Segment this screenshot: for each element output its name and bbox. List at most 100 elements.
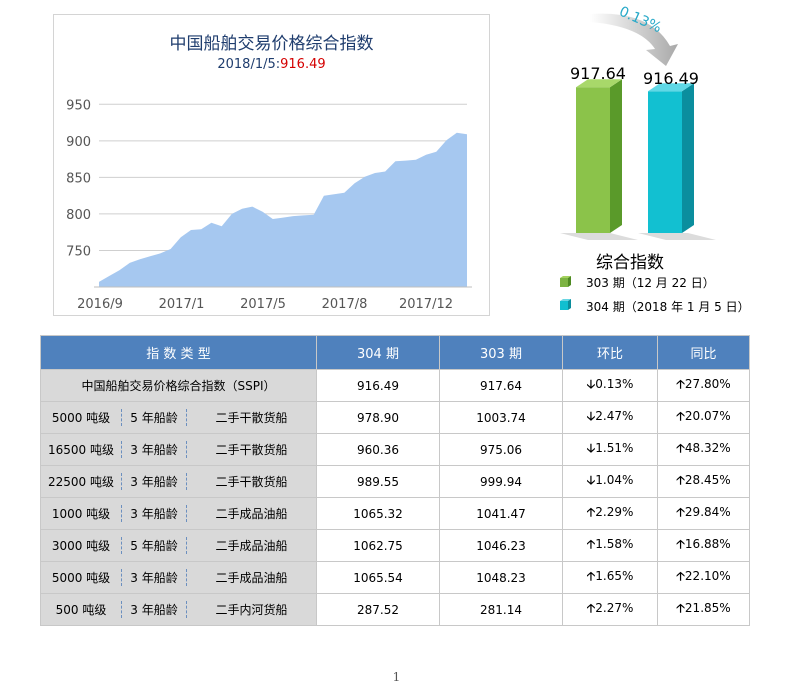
mom-value: 1.65% bbox=[595, 569, 634, 583]
ship-kind-label: 二手干散货船 bbox=[215, 411, 288, 425]
tonnage-label: 5000 吨级 bbox=[41, 409, 122, 426]
value-304-cell: 960.36 bbox=[316, 433, 440, 466]
legend-icon-cyan bbox=[560, 299, 571, 310]
age-label: 5 年船龄 bbox=[122, 537, 187, 554]
x-tick-label: 2017/12 bbox=[399, 297, 453, 312]
mom-cell: 🡡1.65% bbox=[562, 561, 658, 594]
bar-top bbox=[648, 83, 694, 92]
mom-value: 2.29% bbox=[595, 505, 634, 519]
bar-base-shadow bbox=[560, 233, 638, 240]
yoy-value: 48.32% bbox=[684, 441, 731, 455]
x-tick-label: 2017/1 bbox=[159, 297, 205, 312]
mom-value: 0.13% bbox=[595, 377, 634, 391]
mom-value: 1.51% bbox=[595, 441, 634, 455]
table-row: 5000 吨级 3 年船龄 二手成品油船 1065.54 1048.23 🡡1.65… bbox=[40, 561, 750, 594]
value-304-cell: 916.49 bbox=[316, 369, 440, 402]
value-304-cell: 1065.32 bbox=[316, 497, 440, 530]
yoy-value: 16.88% bbox=[684, 537, 731, 551]
chart-subtitle: 2018/1/5:916.49 bbox=[54, 57, 489, 72]
yoy-cell: 🡡21.85% bbox=[657, 593, 750, 626]
header-304: 304 期 bbox=[316, 335, 440, 370]
bar-chart bbox=[560, 13, 716, 240]
mom-cell: 🡡2.27% bbox=[562, 593, 658, 626]
x-tick-label: 2016/9 bbox=[77, 297, 123, 312]
value-304-cell: 989.55 bbox=[316, 465, 440, 498]
yoy-cell: 🡡48.32% bbox=[657, 433, 750, 466]
page-number: 1 bbox=[392, 670, 401, 684]
change-arrow-icon bbox=[590, 13, 678, 67]
ship-kind-label: 二手成品油船 bbox=[215, 571, 288, 585]
legend-item-303: 303 期（12 月 22 日） bbox=[586, 276, 715, 290]
age-label: 3 年船龄 bbox=[122, 473, 187, 490]
arrow-up-icon: 🡡 bbox=[676, 377, 685, 391]
value-303-cell: 281.14 bbox=[439, 593, 563, 626]
arrow-down-icon: 🡣 bbox=[586, 473, 596, 487]
table-row: 5000 吨级 5 年船龄 二手干散货船 978.90 1003.74 🡣2.47%… bbox=[40, 401, 750, 434]
mom-cell: 🡣0.13% bbox=[562, 369, 658, 402]
y-tick-label: 750 bbox=[66, 244, 91, 259]
yoy-value: 27.80% bbox=[684, 377, 731, 391]
tonnage-label: 1000 吨级 bbox=[41, 505, 122, 522]
mom-value: 1.58% bbox=[595, 537, 634, 551]
arrow-up-icon: 🡡 bbox=[586, 601, 596, 615]
table-header-row: 指 数 类 型 304 期 303 期 环比 同比 bbox=[40, 335, 750, 370]
y-tick-label: 800 bbox=[66, 208, 91, 223]
value-304-cell: 287.52 bbox=[316, 593, 440, 626]
index-type-cell: 22500 吨级 3 年船龄 二手干散货船 bbox=[40, 465, 317, 498]
ship-kind-label: 二手干散货船 bbox=[215, 475, 288, 489]
index-type-cell: 500 吨级 3 年船龄 二手内河货船 bbox=[40, 593, 317, 626]
age-label: 3 年船龄 bbox=[122, 505, 187, 522]
arrow-up-icon: 🡡 bbox=[676, 441, 685, 455]
table-row: 中国船舶交易价格综合指数（SSPI） 916.49 917.64 🡣0.13% … bbox=[40, 369, 750, 402]
index-type-cell: 3000 吨级 5 年船龄 二手成品油船 bbox=[40, 529, 317, 562]
header-mom: 环比 bbox=[562, 335, 658, 370]
ship-kind-label: 二手成品油船 bbox=[215, 507, 288, 521]
area-chart-panel: 750 800 850 900 950 2016/9 2017/1 2017/5 2017/8 2… bbox=[53, 14, 490, 316]
arrow-up-icon: 🡡 bbox=[586, 569, 596, 583]
tonnage-label: 5000 吨级 bbox=[41, 569, 122, 586]
bar-base-shadow bbox=[638, 233, 716, 240]
bar bbox=[576, 87, 610, 233]
tonnage-label: 16500 吨级 bbox=[41, 441, 122, 458]
value-304-cell: 1062.75 bbox=[316, 529, 440, 562]
subtitle-date: 2018/1/5: bbox=[217, 57, 281, 72]
area-series bbox=[99, 132, 467, 287]
bar-side bbox=[682, 83, 694, 233]
yoy-value: 29.84% bbox=[684, 505, 731, 519]
chart-title: 中国船舶交易价格综合指数 bbox=[169, 34, 374, 54]
value-303-cell: 1003.74 bbox=[439, 401, 563, 434]
arrow-up-icon: 🡡 bbox=[676, 569, 685, 583]
value-303-cell: 999.94 bbox=[439, 465, 563, 498]
value-304-cell: 978.90 bbox=[316, 401, 440, 434]
tonnage-label: 3000 吨级 bbox=[41, 537, 122, 554]
mom-value: 2.47% bbox=[595, 409, 634, 423]
header-303: 303 期 bbox=[439, 335, 563, 370]
arrow-up-icon: 🡡 bbox=[676, 537, 685, 551]
table-row: 22500 吨级 3 年船龄 二手干散货船 989.55 999.94 🡣1.04%… bbox=[40, 465, 750, 498]
index-type-cell: 中国船舶交易价格综合指数（SSPI） bbox=[40, 369, 317, 402]
arrow-up-icon: 🡡 bbox=[586, 537, 596, 551]
yoy-value: 28.45% bbox=[684, 473, 731, 487]
area-chart: 750 800 850 900 950 2016/9 2017/1 2017/5 2017/8 2… bbox=[66, 98, 472, 312]
bar-chart-title: 综合指数 bbox=[596, 253, 664, 273]
age-label: 3 年船龄 bbox=[122, 601, 187, 618]
ship-kind-label: 二手干散货船 bbox=[215, 443, 288, 457]
bar-value-label: 916.49 bbox=[643, 69, 699, 88]
mom-cell: 🡣2.47% bbox=[562, 401, 658, 434]
legend-icon-green bbox=[560, 276, 571, 287]
yoy-cell: 🡡27.80% bbox=[657, 369, 750, 402]
legend-item-304: 304 期（2018 年 1 月 5 日） bbox=[586, 300, 750, 314]
index-type-cell: 5000 吨级 3 年船龄 二手成品油船 bbox=[40, 561, 317, 594]
value-303-cell: 1041.47 bbox=[439, 497, 563, 530]
table-row: 500 吨级 3 年船龄 二手内河货船 287.52 281.14 🡡2.27% 🡡… bbox=[40, 593, 750, 626]
arrow-up-icon: 🡡 bbox=[586, 505, 596, 519]
value-303-cell: 1046.23 bbox=[439, 529, 563, 562]
yoy-value: 22.10% bbox=[684, 569, 731, 583]
value-303-cell: 975.06 bbox=[439, 433, 563, 466]
yoy-value: 20.07% bbox=[684, 409, 731, 423]
ship-kind-label: 二手内河货船 bbox=[215, 603, 288, 617]
index-type-cell: 5000 吨级 5 年船龄 二手干散货船 bbox=[40, 401, 317, 434]
arrow-up-icon: 🡡 bbox=[676, 601, 685, 615]
header-index-type: 指 数 类 型 bbox=[40, 335, 317, 370]
value-304-cell: 1065.54 bbox=[316, 561, 440, 594]
